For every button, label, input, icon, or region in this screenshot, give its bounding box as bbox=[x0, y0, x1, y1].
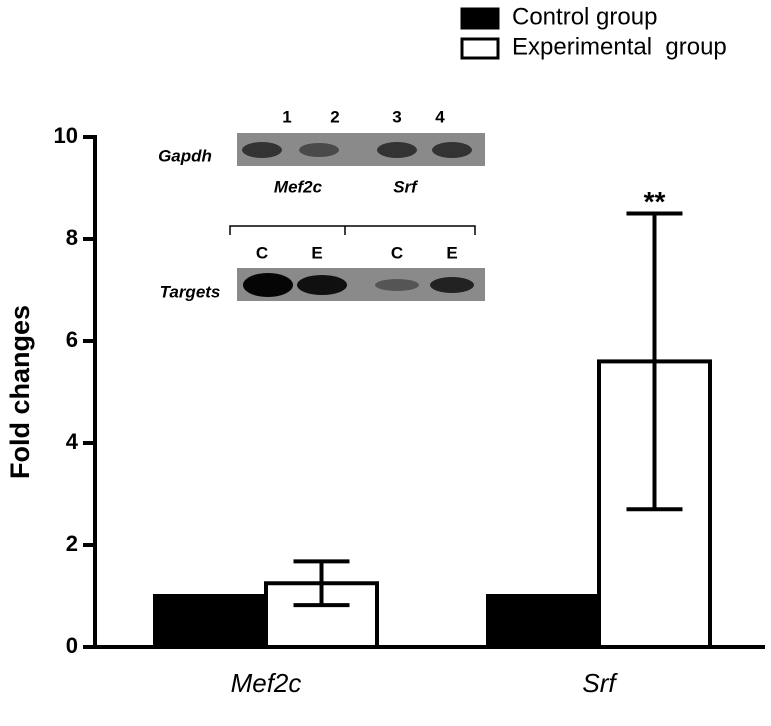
lane-label: 1 bbox=[282, 107, 291, 126]
condition-label: E bbox=[311, 243, 322, 262]
legend-swatch bbox=[460, 37, 500, 60]
error-bar bbox=[293, 559, 350, 608]
bar bbox=[486, 594, 601, 649]
error-bar bbox=[626, 211, 683, 512]
condition-label: C bbox=[256, 243, 268, 262]
y-tick-label: 0 bbox=[66, 633, 78, 658]
band bbox=[242, 142, 282, 158]
band bbox=[432, 142, 472, 158]
y-tick-label: 4 bbox=[66, 429, 79, 454]
y-axis-label: Fold changes bbox=[5, 305, 35, 479]
y-tick-label: 8 bbox=[66, 225, 78, 250]
blot-inset bbox=[229, 133, 485, 301]
y-tick-label: 2 bbox=[66, 531, 78, 556]
gene-label: Mef2c bbox=[274, 177, 323, 196]
band bbox=[299, 143, 339, 157]
gene-label: Srf bbox=[393, 177, 419, 196]
bar bbox=[153, 594, 268, 649]
x-tick-label: Srf bbox=[582, 668, 618, 698]
blot-label: Gapdh bbox=[158, 146, 212, 165]
band bbox=[297, 275, 347, 295]
band bbox=[377, 142, 417, 158]
band bbox=[375, 279, 419, 291]
lane-label: 4 bbox=[435, 107, 445, 126]
band bbox=[430, 277, 474, 293]
x-tick-label: Mef2c bbox=[231, 668, 302, 698]
condition-label: E bbox=[446, 243, 457, 262]
condition-label: C bbox=[391, 243, 403, 262]
legend-label: Experimental group bbox=[512, 33, 727, 60]
significance: ** bbox=[644, 186, 666, 217]
lane-label: 2 bbox=[330, 107, 339, 126]
band bbox=[243, 273, 293, 297]
blot-label: Targets bbox=[160, 282, 221, 301]
bracket bbox=[229, 225, 476, 235]
lane-label: 3 bbox=[392, 107, 401, 126]
y-tick-label: 6 bbox=[66, 327, 78, 352]
y-tick-label: 10 bbox=[54, 123, 78, 148]
legend-label: Control group bbox=[512, 3, 657, 30]
legend-swatch bbox=[460, 7, 500, 30]
